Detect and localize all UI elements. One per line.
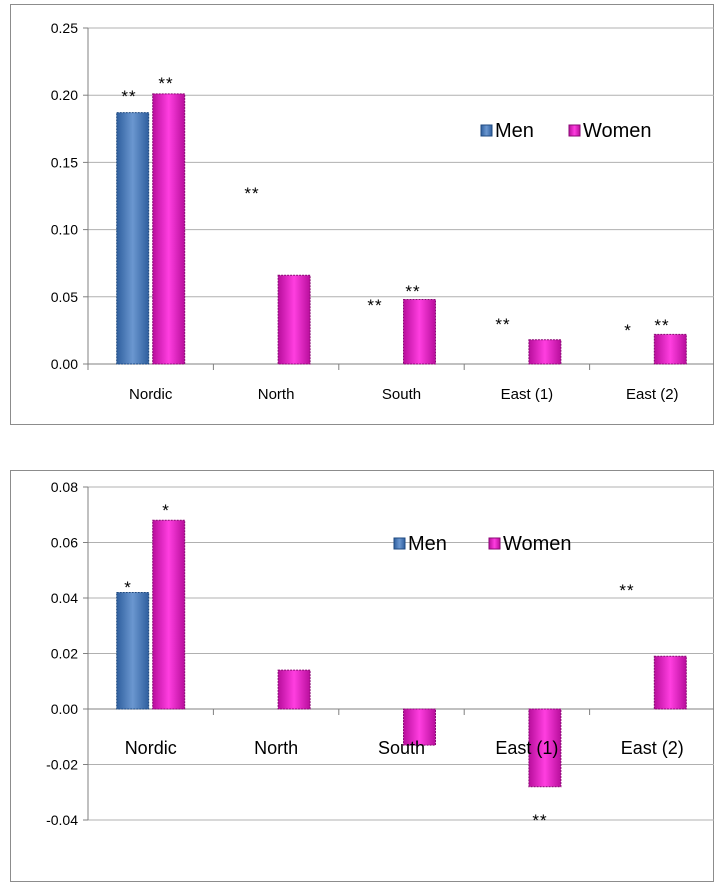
significance-label: ** — [244, 184, 259, 203]
y-tick-label: -0.04 — [46, 812, 78, 828]
women-bar-east-1- — [528, 339, 562, 365]
x-tick-label: East (2) — [621, 738, 684, 758]
women-bar-south — [403, 708, 436, 746]
legend-swatch-women — [568, 124, 581, 137]
x-tick-label: North — [258, 386, 295, 403]
women-bar-north — [277, 274, 311, 365]
women-bar-north — [277, 669, 311, 710]
legend-label-women: Women — [503, 533, 572, 555]
significance-label: * — [624, 321, 632, 340]
legend-swatch-women — [488, 537, 501, 550]
y-tick-label: 0.02 — [51, 646, 78, 662]
women-bar-south — [403, 298, 436, 365]
women-bar-east-2- — [653, 333, 687, 365]
x-tick-label: South — [382, 386, 421, 403]
bar-chart-bottom: -0.04 -0.02 0.00 0.02 0.04 0.06 0.08 Nordic Nort… — [46, 479, 714, 830]
y-tick-label: 0.05 — [51, 289, 78, 305]
significance-label: ** — [121, 87, 136, 106]
legend-swatch-men — [480, 124, 493, 137]
bar-chart-top: 0.00 0.05 0.10 0.15 0.20 0.25 Nordic North South… — [51, 20, 714, 403]
y-tick-label: 0.00 — [51, 356, 78, 372]
significance-label: ** — [619, 581, 634, 600]
significance-label: ** — [367, 296, 382, 315]
legend-label-women: Women — [583, 120, 652, 142]
y-tick-label: 0.15 — [51, 154, 78, 170]
significance-label: * — [162, 501, 170, 520]
chart-panel-bottom: -0.04 -0.02 0.00 0.02 0.04 0.06 0.08 Nordic Nort… — [10, 470, 714, 882]
significance-label: ** — [158, 74, 173, 93]
y-tick-label: 0.20 — [51, 87, 78, 103]
x-tick-label: East (1) — [495, 738, 558, 758]
significance-label: * — [124, 578, 132, 597]
y-tick-label: 0.00 — [51, 701, 78, 717]
women-bar-east-2- — [653, 655, 687, 710]
y-tick-label: -0.02 — [46, 757, 78, 773]
x-tick-label: South — [378, 738, 425, 758]
y-tick-label: 0.10 — [51, 222, 78, 238]
legend-swatch-men — [393, 537, 406, 550]
y-tick-label: 0.04 — [51, 590, 78, 606]
women-bar-nordic — [152, 93, 186, 365]
chart-panel-top: 0.00 0.05 0.10 0.15 0.20 0.25 Nordic North South… — [10, 4, 714, 425]
x-tick-label: East (2) — [626, 386, 679, 403]
men-bar-nordic — [116, 112, 150, 365]
significance-label: ** — [495, 315, 510, 334]
x-tick-label: Nordic — [125, 738, 177, 758]
women-bar-nordic — [152, 519, 186, 710]
legend-label-men: Men — [408, 533, 447, 555]
significance-label: ** — [532, 811, 547, 830]
y-tick-label: 0.06 — [51, 535, 78, 551]
y-tick-label: 0.08 — [51, 479, 78, 495]
x-tick-label: Nordic — [129, 386, 173, 403]
women-bar-east-1- — [528, 708, 562, 788]
men-bar-nordic — [116, 591, 150, 710]
legend-label-men: Men — [495, 120, 534, 142]
y-tick-label: 0.25 — [51, 20, 78, 36]
significance-label: ** — [405, 282, 420, 301]
x-tick-label: North — [254, 738, 298, 758]
significance-label: ** — [654, 316, 669, 335]
x-tick-label: East (1) — [501, 386, 554, 403]
